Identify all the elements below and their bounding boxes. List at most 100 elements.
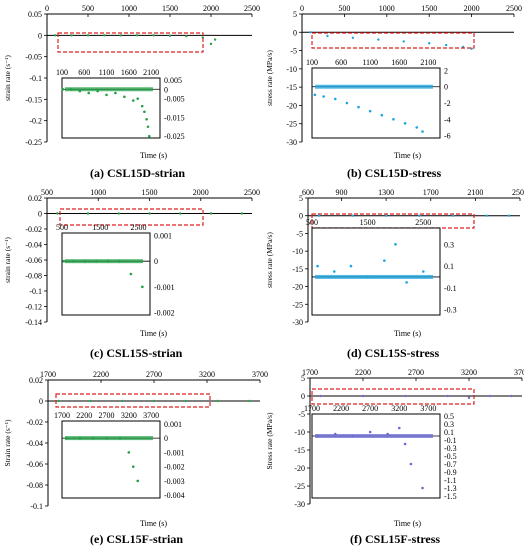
x-tick-label-c-2: 1500 [142,188,158,197]
x-tick-label-d-0: 600 [302,188,314,197]
inset-y-tick-label-d-1: 0.1 [444,262,454,271]
inset-y-tick-label-a-1: 0 [164,85,168,94]
y-tick-label-f-7: -30 [294,500,305,509]
inset-point-b-0-0 [313,93,317,97]
inset-point-e-0-7 [136,479,140,483]
y-axis-label-a: strain rate (s⁻¹) [3,55,12,101]
y-tick-label-a-0: 0.05 [28,10,42,19]
inset-point-d-0-5 [394,243,397,246]
inset-point-e-0-2 [91,436,95,440]
chart-svg-b: 0 500 1000 1500 2000 250050-5-10-15-20-25-30s… [265,4,522,147]
inset-x-tick-label-a-0: 100 [56,68,68,77]
data-point-d-0-5 [485,214,488,217]
inset-y-tick-label-c-0: 0.001 [154,232,172,241]
inset-y-tick-label-f-5: -0.5 [444,452,457,461]
inset-frame-a [61,77,161,139]
data-point-a-0-5 [136,34,139,37]
inset-point-a-0-14 [148,134,151,138]
y-tick-label-d-6: -25 [292,300,303,309]
x-tick-label-b-2: 1000 [379,4,395,13]
y-tick-label-d-1: 0 [299,212,303,221]
y-axis-label-d: stress rate (MPa/s) [265,232,274,288]
data-point-e-0-4 [184,399,187,403]
inset-x-tick-label-f-1: 2200 [333,404,349,413]
x-axis-label-c: Time (s) [140,329,168,338]
y-tick-label-b-1: 0 [293,28,297,37]
data-point-e-0-2 [121,399,124,403]
chart-svg-c: 500 1000 1500 2000 2500 0.02 0 -0.02 -0.04 -0.06 -… [3,188,260,327]
x-tick-label-c-4: 2500 [244,188,260,197]
y-tick-label-c-5: -0.08 [25,272,42,281]
y-tick-label-c-6: -0.1 [29,287,42,296]
inset-y-tick-label-f-7: -0.9 [444,468,457,477]
inset-y-tick-label-f-6: -0.7 [444,460,457,469]
y-tick-label-f-5: -20 [294,464,305,473]
data-point-a-0-11 [213,38,217,41]
y-tick-label-f-6: -25 [294,482,305,491]
inset-frame-e [61,420,161,499]
inset-point-f-0-3 [368,430,372,434]
x-axis-label-f: Time (s) [394,519,422,528]
inset-point-b-0-10 [421,130,424,133]
inset-y-tick-label-f-1: 0.3 [444,420,454,429]
inset-x-tick-label-e-0: 1700 [54,411,70,420]
x-tick-label-e-1: 2200 [93,370,109,379]
inset-x-tick-label-b-2: 1100 [362,58,378,67]
chart-panel-d: 600 900 1300 1700 2100 2500 5 0 -5 -10 -15 -20 -25 -3… [262,183,524,366]
y-tick-label-c-3: -0.04 [25,241,42,250]
inset-point-a-0-9 [136,97,140,100]
x-tick-label-b-5: 2500 [506,4,522,13]
caption-d: (d) CSL15S-stress [347,346,440,360]
inset-x-tick-label-f-0: 1700 [304,404,320,413]
inset-point-f-0-1 [333,432,337,436]
inset-y-tick-label-a-4: -0.025 [164,132,185,141]
data-point-f-0-2 [404,394,407,398]
inset-dense-band-a [65,87,153,92]
inset-point-a-0-5 [105,93,108,97]
inset-point-f-0-2 [351,434,355,438]
inset-point-c-0-5 [118,259,121,263]
data-point-f-0-6 [510,394,513,398]
x-tick-label-d-5: 2500 [512,188,524,197]
data-point-e-0-0 [57,399,60,403]
inset-x-tick-label-c-1: 1500 [92,223,108,232]
inset-y-tick-label-c-3: -0.002 [154,308,175,317]
x-tick-label-a-3: 1500 [162,4,178,13]
y-tick-label-a-5: -0.2 [29,117,42,126]
y-tick-label-a-4: -0.15 [25,95,42,104]
inset-point-f-0-0 [316,434,320,438]
data-point-e-0-5 [216,399,219,403]
caption-a: (a) CSL15D-strian [90,166,185,180]
x-tick-label-c-1: 1000 [90,188,106,197]
data-point-b-0-6 [444,43,448,47]
data-point-f-0-1 [361,394,365,398]
y-tick-label-f-3: -10 [294,428,305,437]
inset-x-tick-label-b-4: 2100 [420,58,436,67]
inset-point-e-0-6 [131,465,135,468]
inset-frame-d [311,227,441,316]
inset-point-b-0-7 [392,117,395,121]
y-tick-label-a-2: -0.05 [25,53,42,62]
inset-point-f-0-6 [403,442,407,446]
inset-point-b-0-4 [357,105,360,109]
y-tick-label-d-5: -20 [292,283,303,292]
chart-svg-a: 0 500 1000 1500 2000 25000.050-0.05-0.1-0.15-… [3,4,260,147]
y-tick-label-c-1: 0 [38,210,42,219]
inset-point-b-0-5 [368,109,372,113]
y-tick-label-b-6: -25 [286,120,297,129]
y-tick-label-e-3: -0.04 [26,439,43,448]
inset-point-c-0-2 [83,259,87,263]
inset-point-a-0-13 [146,125,150,129]
inset-point-e-0-1 [78,436,82,440]
zoom-region-f [311,388,475,405]
inset-point-b-0-9 [415,126,419,129]
y-tick-label-f-1: 0 [301,392,305,401]
y-tick-label-b-0: 5 [293,10,297,19]
inset-point-a-0-12 [145,117,148,121]
y-tick-label-e-1: 0 [39,397,43,406]
chart-panel-c: 500 1000 1500 2000 2500 0.02 0 -0.02 -0.04 -0.06 -… [0,183,262,366]
x-tick-label-b-1: 500 [338,4,350,13]
data-point-d-0-2 [384,214,388,217]
y-axis-label-f: Stress rate (MPa/s) [265,412,274,470]
inset-point-c-0-7 [141,285,144,289]
